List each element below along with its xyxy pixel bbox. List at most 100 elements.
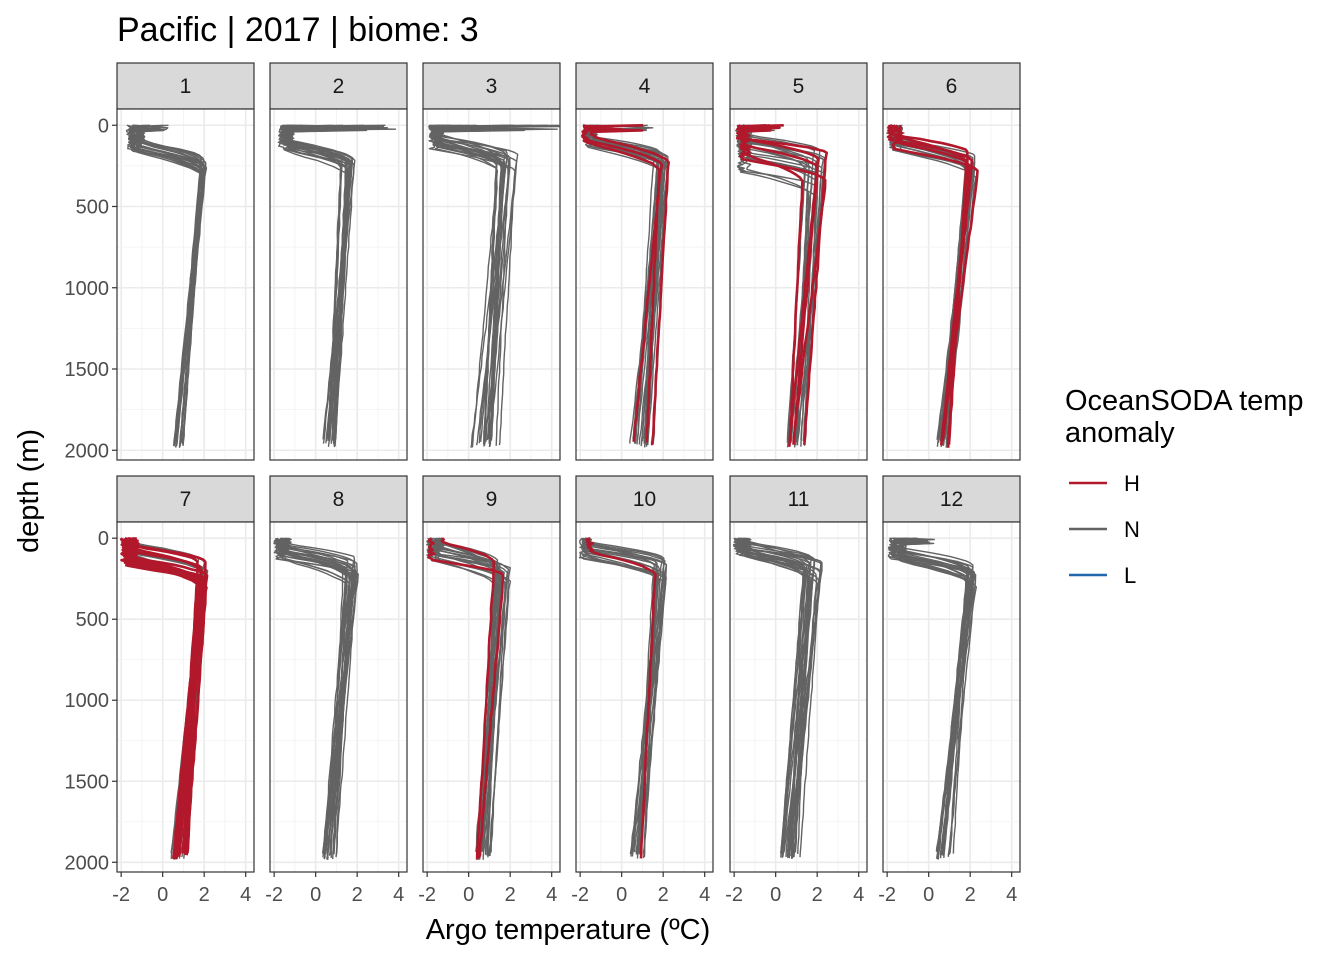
facet-strip-label: 1 (180, 75, 192, 98)
facet-panel-5: 5 (729, 62, 868, 461)
panel-border (882, 108, 1021, 461)
panel-background (883, 522, 1020, 872)
facet-panel-8: 8 -2 0 2 4 (265, 475, 408, 906)
profile-line-h (891, 124, 979, 442)
x-tick-label: 4 (546, 884, 557, 906)
profile-lines (277, 124, 397, 448)
profile-lines (125, 124, 208, 448)
profile-line-h (128, 536, 203, 859)
y-tick-label: 2000 (65, 852, 110, 874)
profile-lines (120, 536, 209, 861)
profile-line-n (582, 537, 668, 857)
facet-panel-4: 4 (575, 62, 714, 461)
profile-line-n (428, 124, 548, 444)
x-tick-label: 2 (658, 884, 669, 906)
profile-line-n (277, 537, 357, 856)
facet-strip-label: 2 (333, 75, 345, 98)
x-tick-label: 0 (770, 884, 781, 906)
legend-entry-l: L (1069, 563, 1136, 588)
facet-panel-6: 6 (882, 62, 1021, 461)
x-tick-label: 2 (199, 884, 210, 906)
facet-strip-label: 6 (946, 75, 958, 98)
profile-line-n (732, 537, 815, 857)
profile-line-h (737, 124, 827, 443)
profile-line-h (440, 537, 496, 860)
panel-border (422, 108, 561, 461)
facet-panel-7: 7 0 500 1000 1500 2000-2 0 2 4 (65, 475, 255, 906)
profile-line-n (744, 537, 811, 859)
x-tick-label: 4 (240, 884, 251, 906)
chart-title: Pacific | 2017 | biome: 3 (117, 11, 479, 49)
x-tick-label: -2 (265, 884, 283, 906)
x-tick-label: -2 (571, 884, 589, 906)
facet-strip-label: 5 (793, 75, 805, 98)
x-tick-label: 2 (505, 884, 516, 906)
x-tick-label: 0 (616, 884, 627, 906)
x-axis-title: Argo temperature (ºC) (426, 914, 711, 946)
profile-lines (273, 537, 359, 860)
profile-line-n (584, 537, 666, 853)
x-tick-label: -2 (112, 884, 130, 906)
profile-line-n (736, 538, 818, 857)
profile-line-h (886, 124, 974, 441)
profile-line-n (439, 125, 558, 447)
profile-line-n (279, 124, 349, 447)
profile-line-n (429, 124, 498, 445)
y-tick-label: 1000 (65, 690, 110, 712)
panel-grid (730, 522, 867, 872)
facet-panel-12: 12 -2 0 2 4 (878, 475, 1021, 906)
x-tick-label: 2 (965, 884, 976, 906)
facet-panel-11: 11 -2 0 2 4 (725, 475, 868, 906)
panel-border (575, 108, 714, 461)
profile-line-n (740, 537, 808, 852)
x-tick-label: 0 (310, 884, 321, 906)
profile-line-n (437, 124, 509, 441)
profile-lines (886, 124, 979, 448)
y-tick-label: 500 (76, 197, 109, 219)
y-tick-label: 0 (98, 115, 109, 137)
legend-title-line-2: anomaly (1065, 417, 1175, 449)
panel-border (422, 521, 561, 873)
legend-label: N (1124, 517, 1140, 542)
x-tick-label: 0 (157, 884, 168, 906)
facet-panel-1: 1 0 500 1000 1500 2000 (65, 62, 255, 462)
profile-line-n (431, 538, 508, 853)
profile-line-n (273, 537, 351, 858)
x-tick-label: 4 (1006, 884, 1017, 906)
profile-line-n (433, 124, 498, 448)
legend-entry-n: N (1069, 517, 1140, 542)
x-tick-label: 0 (463, 884, 474, 906)
profile-line-n (739, 537, 811, 858)
legend-entries: HNL (1069, 471, 1140, 588)
profile-line-h (581, 124, 664, 442)
facet-strip-label: 9 (486, 488, 498, 511)
profile-line-n (285, 537, 348, 855)
panel-border (729, 521, 868, 873)
profile-line-n (888, 537, 975, 857)
facet-strip (422, 62, 561, 110)
facet-panel-3: 3 (422, 62, 561, 461)
profile-line-n (284, 124, 352, 444)
x-tick-label: 2 (352, 884, 363, 906)
panel-border (575, 521, 714, 873)
profile-line-h (894, 124, 971, 446)
panel-grid (270, 109, 407, 460)
y-tick-label: 500 (76, 609, 109, 631)
facet-strip (882, 475, 1021, 523)
x-tick-label: 0 (923, 884, 934, 906)
panel-border (729, 108, 868, 461)
facet-strip-label: 4 (639, 75, 651, 98)
y-tick-label: 1000 (65, 278, 110, 300)
x-tick-label: -2 (878, 884, 896, 906)
facet-strip-label: 8 (333, 488, 345, 511)
profile-line-h (427, 537, 505, 859)
profile-lines (578, 536, 668, 859)
legend-label: H (1124, 471, 1140, 496)
profile-lines (735, 124, 828, 448)
legend-title-line-1: OceanSODA temp (1065, 385, 1304, 417)
profile-line-n (287, 124, 352, 439)
x-tick-label: 4 (393, 884, 404, 906)
y-tick-label: 0 (98, 528, 109, 550)
facet-strip-label: 11 (788, 488, 810, 511)
